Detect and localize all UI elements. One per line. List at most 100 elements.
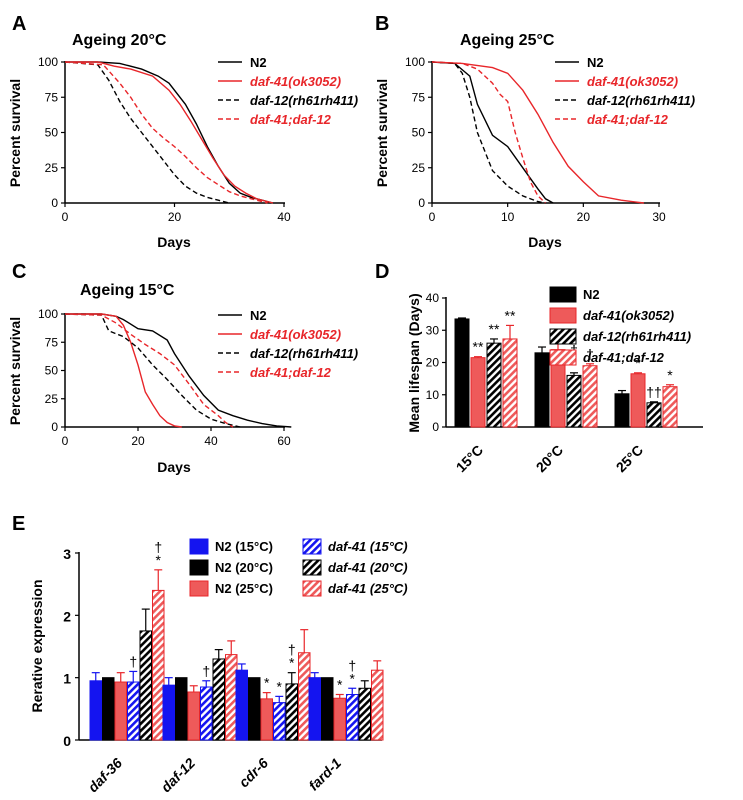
x-axis-label: Days bbox=[157, 234, 191, 250]
y-tick-label: 50 bbox=[45, 126, 59, 140]
chart-title: Ageing 20°C bbox=[72, 32, 167, 49]
y-tick-label: 100 bbox=[38, 307, 58, 321]
y-axis-label: Percent survival bbox=[7, 317, 23, 425]
series-line-3 bbox=[64, 61, 230, 204]
y-tick-label: 2 bbox=[63, 608, 71, 624]
bar bbox=[502, 338, 518, 428]
bar bbox=[212, 658, 225, 741]
x-tick-label: 0 bbox=[429, 210, 436, 224]
y-tick-label: 0 bbox=[432, 420, 439, 434]
x-tick-label: 20 bbox=[168, 210, 182, 224]
bar bbox=[200, 686, 213, 741]
bar bbox=[187, 691, 200, 741]
panel-letter: C bbox=[12, 261, 26, 283]
bar bbox=[486, 342, 502, 428]
bar bbox=[321, 677, 334, 741]
x-category-label: fard-1 bbox=[305, 755, 344, 794]
series-line-3 bbox=[431, 61, 546, 204]
x-tick-label: 40 bbox=[204, 434, 218, 448]
legend-label: daf-12(rh61rh411) bbox=[250, 346, 358, 361]
significance-mark: ** bbox=[473, 339, 484, 355]
y-axis-label: Percent survival bbox=[7, 79, 23, 187]
bar bbox=[646, 402, 662, 428]
panel-c: C Ageing 15°C 0 25 50 75 100 0 20 40 60 Days Percent… bbox=[7, 261, 358, 475]
y-tick-label: 0 bbox=[418, 196, 425, 210]
y-tick-label: 1 bbox=[63, 671, 71, 687]
y-tick-label: 0 bbox=[51, 196, 58, 210]
panel-a: A Ageing 20°C 0 25 50 75 100 0 20 40 Days Percent s… bbox=[7, 13, 358, 250]
bar bbox=[298, 652, 311, 741]
bar bbox=[534, 352, 550, 428]
significance-mark: † bbox=[288, 642, 296, 658]
bar bbox=[346, 693, 359, 741]
y-tick-label: 40 bbox=[426, 291, 440, 305]
y-tick-label: 50 bbox=[45, 364, 59, 378]
bar bbox=[470, 357, 486, 428]
legend-label: N2 bbox=[250, 55, 267, 70]
bar bbox=[371, 669, 384, 741]
series-line-4 bbox=[64, 313, 234, 428]
bar bbox=[260, 698, 273, 741]
series-line-2 bbox=[65, 313, 182, 428]
panel-letter: D bbox=[375, 261, 389, 283]
y-tick-label: 25 bbox=[45, 161, 59, 175]
chart-title: Ageing 25°C bbox=[460, 32, 555, 49]
legend-label: N2 bbox=[250, 308, 267, 323]
x-category-label: daf-36 bbox=[85, 755, 126, 796]
bar bbox=[127, 681, 140, 741]
bar bbox=[235, 669, 248, 741]
y-tick-label: 0 bbox=[51, 420, 58, 434]
x-category-label: 20°C bbox=[533, 442, 566, 475]
legend-label: daf-41;daf-12 bbox=[250, 112, 332, 127]
bar bbox=[139, 630, 152, 741]
x-category-label: cdr-6 bbox=[236, 755, 272, 791]
legend-label: N2 (15°C) bbox=[215, 539, 273, 554]
x-tick-label: 60 bbox=[277, 434, 291, 448]
legend-label: daf-41;daf-12 bbox=[250, 365, 332, 380]
legend-label: daf-12(rh61rh411) bbox=[250, 93, 358, 108]
panel-b: B Ageing 25°C 0 25 50 75 100 0 10 20 30 Days Percent… bbox=[374, 13, 695, 250]
significance-mark: † bbox=[348, 657, 356, 673]
legend-label: N2 bbox=[583, 287, 600, 302]
y-tick-label: 100 bbox=[38, 55, 58, 69]
legend-label: N2 bbox=[587, 55, 604, 70]
significance-mark: †† bbox=[646, 384, 662, 400]
legend-swatch bbox=[189, 580, 209, 597]
y-tick-label: 75 bbox=[45, 335, 59, 349]
bar bbox=[582, 365, 598, 428]
x-category-label: 25°C bbox=[613, 442, 646, 475]
legend-label: daf-41;daf-12 bbox=[587, 112, 669, 127]
significance-mark: * bbox=[277, 678, 283, 694]
y-tick-label: 25 bbox=[412, 161, 426, 175]
legend-swatch bbox=[549, 307, 577, 324]
x-axis-label: Days bbox=[157, 459, 191, 475]
series-line-4 bbox=[431, 61, 546, 204]
y-tick-label: 30 bbox=[426, 323, 440, 337]
series-line-2 bbox=[65, 61, 274, 204]
legend-label: daf-41 (25°C) bbox=[328, 581, 408, 596]
x-axis-label: Days bbox=[528, 234, 562, 250]
x-category-label: daf-12 bbox=[158, 755, 199, 796]
series-line-1 bbox=[65, 313, 292, 428]
significance-mark: ** bbox=[489, 321, 500, 337]
bar bbox=[566, 374, 582, 428]
x-tick-label: 0 bbox=[62, 210, 69, 224]
y-axis-label: Percent survival bbox=[374, 79, 390, 187]
bar bbox=[248, 677, 261, 741]
y-tick-label: 100 bbox=[405, 55, 425, 69]
panel-letter: A bbox=[12, 13, 26, 35]
bar bbox=[102, 677, 115, 741]
bar bbox=[285, 683, 298, 741]
legend-label: daf-41 (20°C) bbox=[328, 560, 408, 575]
bar bbox=[114, 681, 127, 741]
significance-mark: † bbox=[586, 346, 594, 362]
bar bbox=[358, 687, 371, 741]
y-tick-label: 10 bbox=[426, 388, 440, 402]
panel-letter: E bbox=[12, 513, 25, 535]
significance-mark: † bbox=[154, 539, 162, 555]
y-tick-label: 25 bbox=[45, 392, 59, 406]
bar bbox=[162, 684, 175, 741]
significance-mark: * bbox=[635, 355, 641, 371]
